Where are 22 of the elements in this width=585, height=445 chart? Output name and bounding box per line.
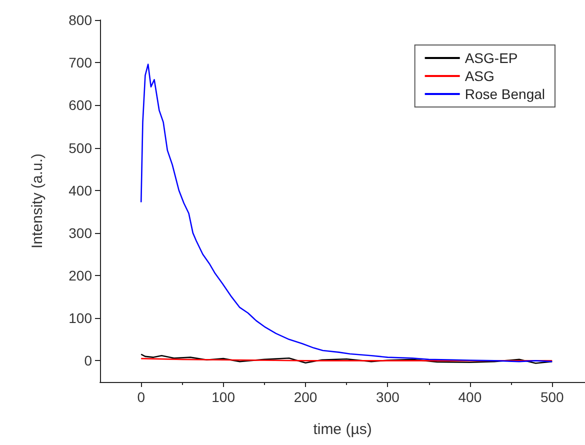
x-tick-label: 500	[540, 389, 564, 405]
y-tick-label: 400	[68, 182, 92, 198]
y-tick-label: 700	[68, 54, 92, 71]
legend-label: ASG	[464, 68, 494, 84]
y-tick-label: 200	[68, 268, 92, 284]
y-tick-label: 100	[68, 310, 92, 326]
x-tick-label: 100	[212, 389, 236, 405]
x-axis-title: time (µs)	[313, 421, 372, 438]
legend-label: ASG-EP	[464, 50, 518, 66]
line-series	[140, 354, 553, 364]
x-tick-label: 300	[376, 389, 400, 405]
y-tick-label: 800	[68, 12, 92, 28]
x-tick-label: 200	[294, 389, 318, 405]
line-series	[140, 64, 553, 362]
y-tick-label: 300	[68, 224, 92, 241]
legend-label: Rose Bengal	[464, 86, 546, 102]
x-tick-label: 400	[458, 389, 482, 405]
x-tick-label: 0	[137, 389, 146, 405]
y-tick-label: 500	[68, 140, 92, 156]
y-axis-title: Intensity (a.u.)	[29, 153, 46, 249]
y-tick-label: 600	[68, 97, 92, 114]
y-tick-label: 0	[84, 352, 92, 369]
